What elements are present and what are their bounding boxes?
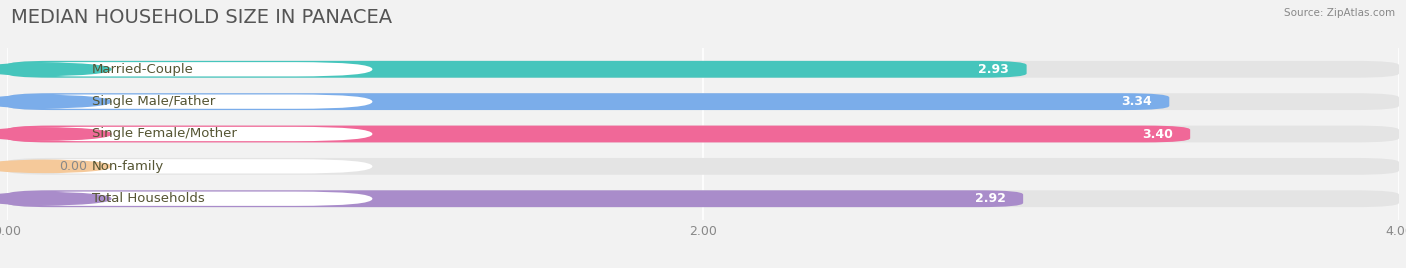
Text: 0.00: 0.00: [59, 160, 87, 173]
FancyBboxPatch shape: [7, 93, 1170, 110]
Text: Single Female/Mother: Single Female/Mother: [91, 128, 236, 140]
Circle shape: [0, 193, 111, 205]
FancyBboxPatch shape: [7, 159, 373, 173]
FancyBboxPatch shape: [7, 126, 1191, 142]
Text: Total Households: Total Households: [91, 192, 204, 205]
Circle shape: [0, 63, 111, 75]
Text: Source: ZipAtlas.com: Source: ZipAtlas.com: [1284, 8, 1395, 18]
FancyBboxPatch shape: [7, 61, 1026, 78]
Circle shape: [0, 160, 111, 172]
Text: Non-family: Non-family: [91, 160, 165, 173]
FancyBboxPatch shape: [7, 192, 373, 206]
Text: 3.34: 3.34: [1121, 95, 1152, 108]
FancyBboxPatch shape: [7, 158, 1399, 175]
FancyBboxPatch shape: [7, 190, 1024, 207]
Text: Single Male/Father: Single Male/Father: [91, 95, 215, 108]
Circle shape: [0, 96, 111, 108]
Text: 2.93: 2.93: [979, 63, 1010, 76]
FancyBboxPatch shape: [7, 93, 1399, 110]
Text: MEDIAN HOUSEHOLD SIZE IN PANACEA: MEDIAN HOUSEHOLD SIZE IN PANACEA: [11, 8, 392, 27]
FancyBboxPatch shape: [7, 127, 373, 141]
FancyBboxPatch shape: [7, 95, 373, 109]
FancyBboxPatch shape: [7, 190, 1399, 207]
Circle shape: [0, 128, 111, 140]
Text: 2.92: 2.92: [974, 192, 1005, 205]
FancyBboxPatch shape: [7, 61, 1399, 78]
FancyBboxPatch shape: [7, 62, 373, 76]
Text: Married-Couple: Married-Couple: [91, 63, 194, 76]
FancyBboxPatch shape: [7, 126, 1399, 142]
Text: 3.40: 3.40: [1142, 128, 1173, 140]
